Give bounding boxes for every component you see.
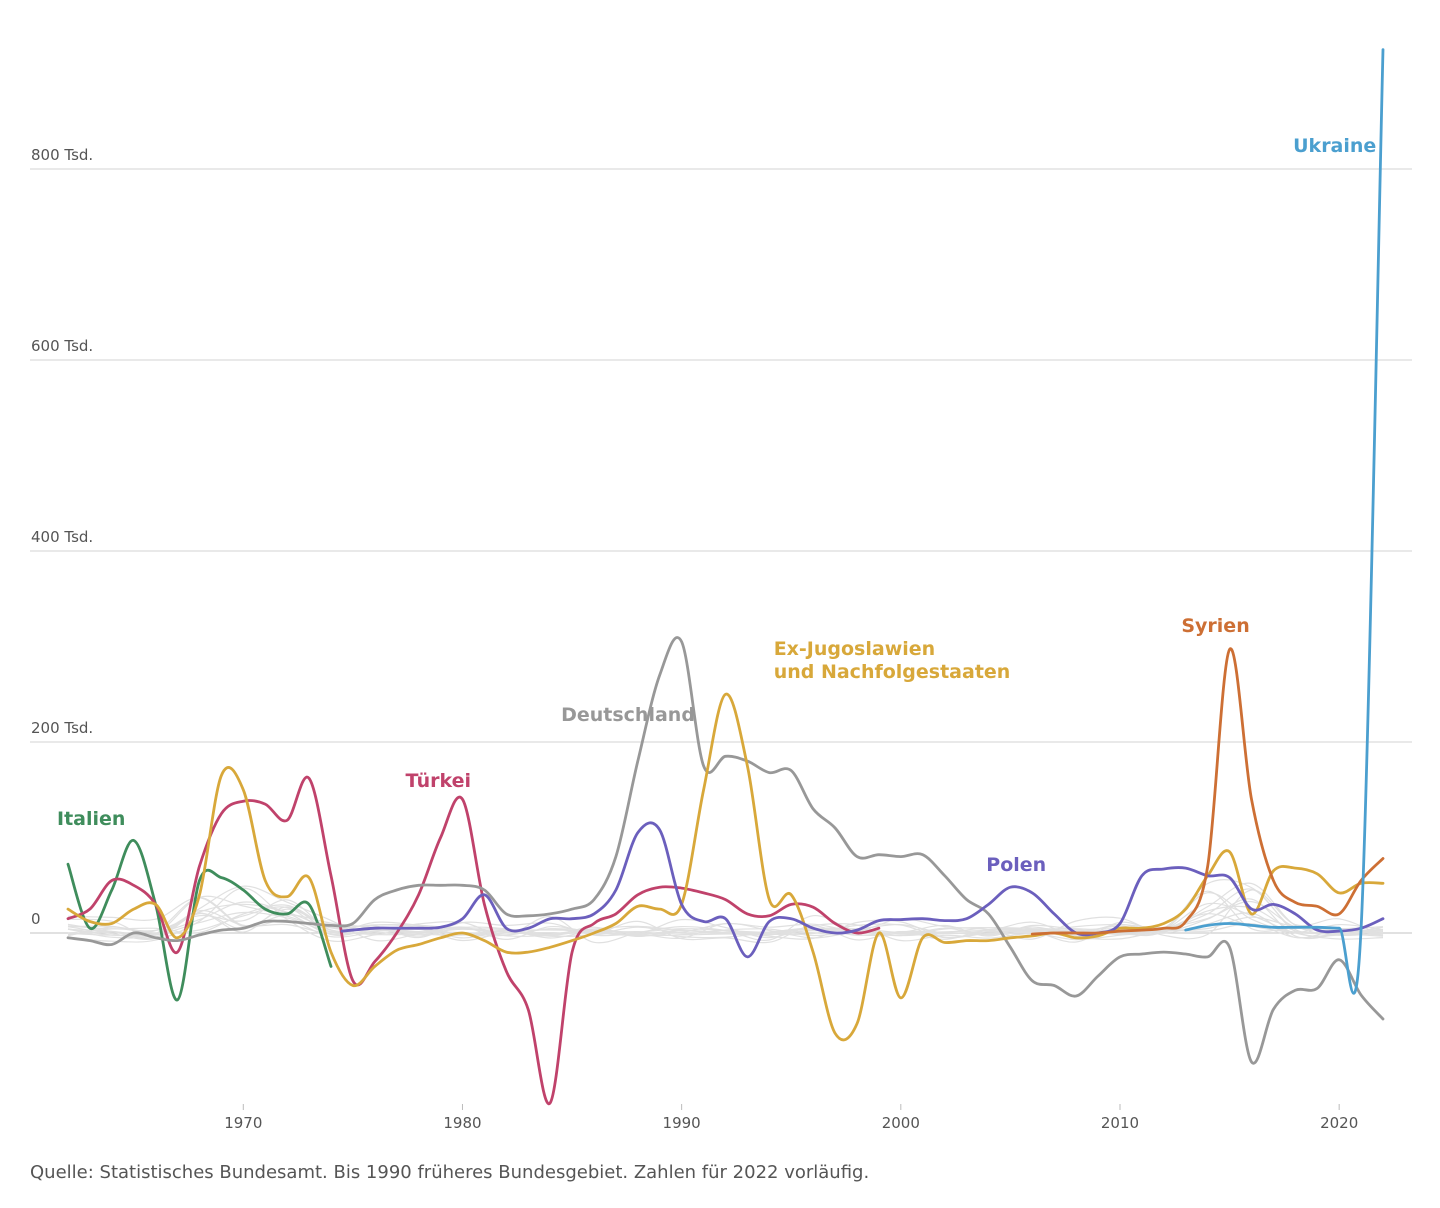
line-chart: Italien Türkei Deutschland Ex-Jugoslawienun… <box>30 48 1412 1132</box>
background-line <box>67 908 1384 940</box>
series-line-ukraine <box>1184 48 1385 995</box>
series-label-italien: Italien <box>57 808 125 830</box>
series-label-syrien: Syrien <box>1181 615 1249 637</box>
series-line-ex-jugoslawien <box>66 692 1385 1042</box>
series-label-ex-jugoslawien: Ex-Jugoslawien <box>774 638 936 660</box>
y-tick-label: 600 Tsd. <box>31 337 93 355</box>
series-line-italien <box>66 839 333 1002</box>
x-tick-label: 2010 <box>1101 1114 1139 1132</box>
series-labels: Italien Türkei Deutschland Ex-Jugoslawienun… <box>57 135 1376 876</box>
highlighted-series-lines <box>66 48 1385 1105</box>
background-line <box>67 910 1384 940</box>
series-label-polen: Polen <box>986 854 1046 876</box>
series-line-deutschland <box>66 636 1385 1065</box>
x-tick-label: 2020 <box>1320 1114 1358 1132</box>
series-label-tuerkei: Türkei <box>405 770 471 792</box>
y-tick-label: 0 <box>31 910 41 928</box>
series-label-deutschland: Deutschland <box>561 704 695 726</box>
series-label-ex-jugoslawien-line2: und Nachfolgestaaten <box>774 661 1011 683</box>
series-line-tuerkei <box>66 775 881 1105</box>
background-line <box>67 898 1384 940</box>
x-tick-label: 2000 <box>882 1114 920 1132</box>
background-line <box>67 895 1384 937</box>
x-tick-label: 1980 <box>443 1114 481 1132</box>
x-axis-ticks: 1970 1980 1990 2000 2010 2020 <box>224 1104 1358 1132</box>
gridlines <box>30 168 1412 934</box>
x-tick-label: 1970 <box>224 1114 262 1132</box>
series-line-polen <box>340 821 1385 959</box>
y-axis-ticks: 0 200 Tsd. 400 Tsd. 600 Tsd. 800 Tsd. <box>31 146 93 928</box>
y-tick-label: 200 Tsd. <box>31 719 93 737</box>
chart-area: Italien Türkei Deutschland Ex-Jugoslawien un… <box>30 48 1412 1132</box>
y-tick-label: 400 Tsd. <box>31 528 93 546</box>
y-tick-label: 800 Tsd. <box>31 146 93 164</box>
source-note: Quelle: Statistisches Bundesamt. Bis 199… <box>30 1162 870 1183</box>
x-tick-label: 1990 <box>663 1114 701 1132</box>
series-label-ukraine: Ukraine <box>1293 135 1376 157</box>
series-line-syrien <box>1030 647 1385 936</box>
